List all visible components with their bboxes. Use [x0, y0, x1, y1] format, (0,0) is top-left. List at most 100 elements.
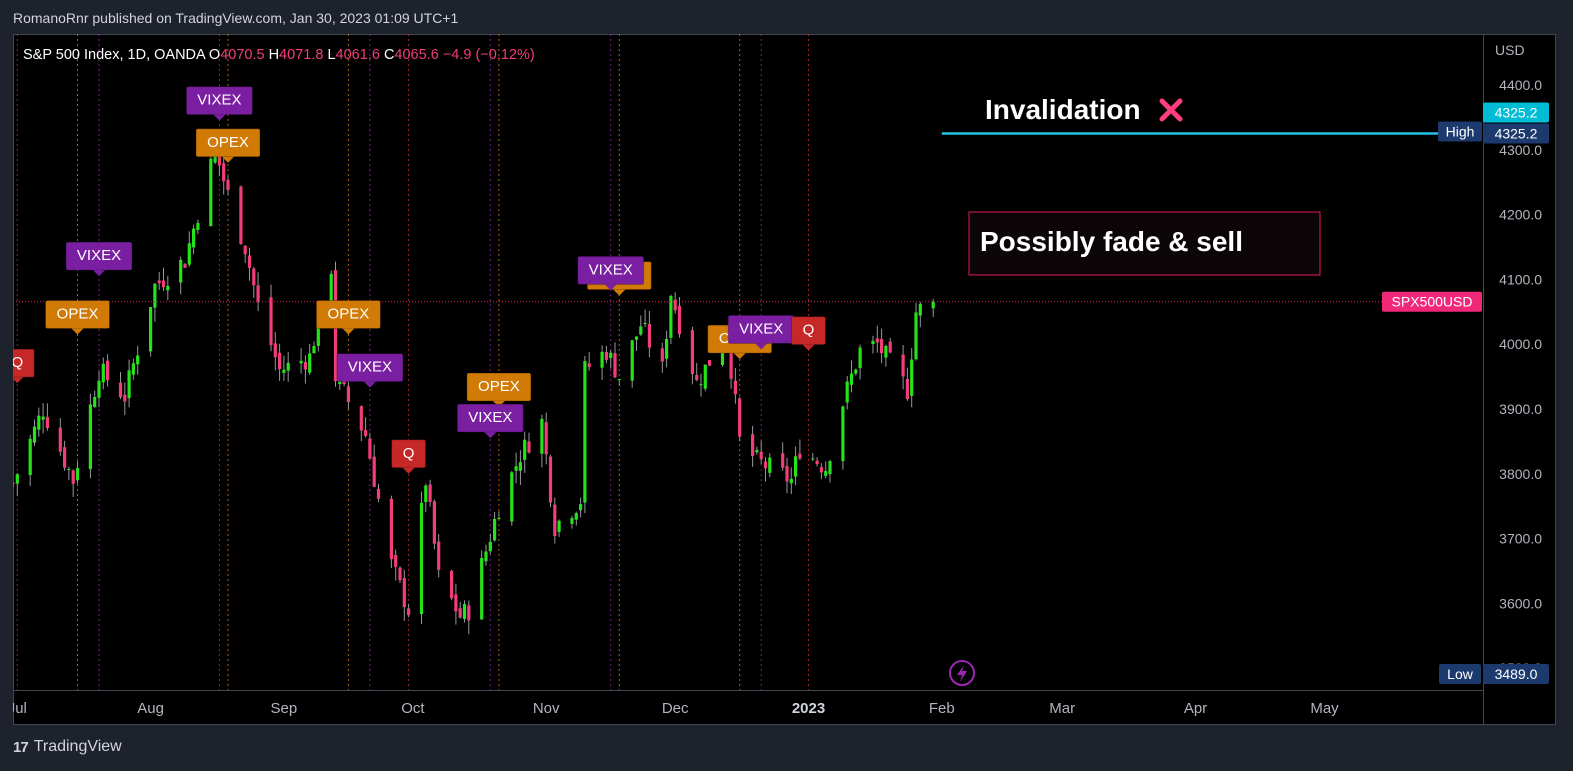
price-chart[interactable]: Invalidation Possibly fade & sell Q OPEX VIX… — [13, 34, 1556, 725]
plot-area[interactable]: Invalidation Possibly fade & sell Q OPEX VIX… — [13, 34, 1483, 690]
candle-body — [523, 439, 527, 460]
candle-body — [462, 604, 467, 619]
event-badge-pointer — [222, 156, 234, 163]
candle-body — [858, 347, 862, 369]
high-label-tag[interactable]: High — [1438, 121, 1482, 142]
event-badge-text: VIXEX — [77, 247, 121, 264]
candle-body — [828, 461, 832, 475]
tradingview-logo-icon: 17 — [13, 738, 29, 756]
event-label-vixex[interactable]: VIXEX — [577, 255, 645, 291]
time-tick-label: Apr — [1184, 700, 1207, 717]
candle-body — [819, 467, 823, 473]
symbol-price-tag[interactable]: SPX500USD — [1382, 291, 1482, 312]
note-box[interactable] — [968, 211, 1321, 276]
candle-body — [161, 280, 166, 288]
event-label-vixex[interactable]: VIXEX — [727, 314, 795, 350]
candle-body — [484, 551, 488, 562]
legend-part: −4.9 (−0.12%) — [443, 47, 535, 63]
candle-body — [419, 502, 424, 615]
candle-body — [759, 451, 763, 460]
candle-body — [71, 470, 75, 484]
low-label-tag-text: Low — [1447, 666, 1474, 682]
legend-part: O — [209, 47, 220, 63]
event-label-opex[interactable]: OPEX — [466, 372, 532, 408]
candle-body — [402, 578, 406, 608]
candle-body — [901, 354, 905, 377]
low-price-tag-bg — [1483, 664, 1549, 684]
time-tick-label: Sep — [271, 700, 298, 717]
candle-body — [781, 453, 785, 468]
candle-body — [432, 501, 436, 544]
price-tick-label: 3700.0 — [1499, 531, 1542, 547]
low-label-tag[interactable]: Low — [1439, 664, 1481, 684]
candle-body — [914, 312, 918, 360]
event-label-vixex[interactable]: VIXEX — [456, 403, 524, 439]
candle-body — [226, 179, 230, 191]
lightning-bolt — [957, 665, 967, 682]
candle-body — [88, 404, 92, 469]
event-label-q[interactable]: Q — [391, 439, 427, 474]
candle-body — [28, 438, 32, 476]
invalidation-label: Invalidation — [985, 94, 1141, 125]
candle-body — [454, 594, 458, 612]
candle-body — [256, 285, 260, 302]
candle-body — [910, 359, 914, 396]
low-price-tag[interactable]: 3489.0 — [1483, 664, 1549, 684]
event-label-q[interactable]: Q — [791, 316, 826, 351]
candle-body — [849, 373, 854, 385]
event-badge-pointer — [363, 381, 376, 388]
event-badge-text: Q — [803, 322, 815, 339]
candle-body — [63, 447, 67, 468]
candle-body — [884, 345, 888, 358]
candle-body — [880, 339, 884, 354]
candle-body — [527, 441, 531, 453]
candle-body — [811, 458, 815, 460]
candle-body — [751, 434, 755, 456]
candle-body — [488, 541, 492, 552]
candle-body — [673, 299, 677, 311]
high-price-tag[interactable]: 4325.2 — [1483, 123, 1549, 144]
candle-body — [209, 158, 213, 227]
candle-body — [106, 360, 110, 381]
candle-body — [41, 416, 45, 420]
candle-body — [192, 228, 196, 248]
event-label-opex[interactable]: OPEX — [195, 128, 261, 163]
candle-body — [665, 338, 669, 359]
event-label-opex[interactable]: OPEX — [45, 299, 110, 335]
price-tick-label: 3600.0 — [1499, 595, 1542, 611]
candle-body — [75, 468, 80, 481]
event-badge-pointer — [71, 328, 84, 335]
candle-body — [13, 482, 15, 484]
event-badge-pointer — [13, 377, 24, 384]
event-label-vixex[interactable]: VIXEX — [185, 86, 253, 121]
event-badge-text: VIXEX — [589, 261, 633, 278]
candle-body — [179, 259, 183, 283]
candle-body — [239, 186, 243, 244]
candle-body — [303, 361, 307, 370]
price-tag-cyan[interactable]: 4325.2 — [1483, 102, 1549, 123]
legend-part: H — [269, 47, 279, 63]
candle-body — [196, 222, 200, 230]
candle-body — [871, 340, 875, 345]
candle-body — [738, 398, 742, 437]
replay-lightning-icon[interactable] — [949, 660, 975, 686]
candle-body — [222, 163, 226, 182]
price-tag-cyan-bg — [1483, 102, 1549, 123]
chart-frame — [13, 34, 1556, 725]
candle-body — [540, 418, 544, 454]
candle-body — [372, 456, 376, 487]
event-label-vixex[interactable]: VIXEX — [336, 353, 404, 388]
candle-body — [376, 488, 381, 499]
candle-body — [548, 456, 553, 503]
event-badge-text: VIXEX — [739, 320, 783, 337]
candle-body — [424, 485, 428, 503]
time-tick-label: Nov — [533, 700, 560, 717]
candle-body — [647, 323, 651, 348]
event-label-vixex[interactable]: VIXEX — [65, 241, 133, 277]
event-label-opex[interactable]: OPEX — [315, 299, 381, 335]
candle-body — [127, 370, 131, 399]
tradingview-brand[interactable]: 17 TradingView — [13, 738, 122, 756]
event-label-q[interactable]: Q — [13, 348, 35, 384]
candle-body — [729, 336, 733, 379]
candle-body — [450, 570, 454, 599]
